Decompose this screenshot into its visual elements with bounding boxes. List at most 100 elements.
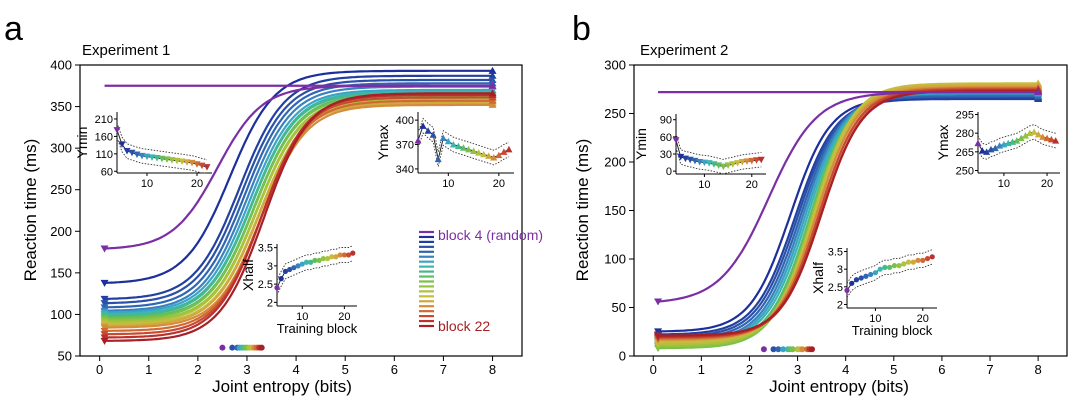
inset-marker <box>113 127 121 134</box>
series-block-5-end-marker <box>488 66 497 74</box>
inset-marker <box>454 142 462 150</box>
inset-marker <box>495 151 503 159</box>
series-block-23 <box>104 92 493 342</box>
inset-marker <box>459 144 467 151</box>
x-tick-label-a: 3 <box>243 362 250 377</box>
inset-y-tick-label: 280 <box>956 128 974 140</box>
inset-label-ymax: Ymax <box>375 125 391 161</box>
inset-marker <box>743 158 751 165</box>
inset-ci-lower <box>276 260 353 296</box>
inset-y-tick-label: 2.5 <box>258 279 273 291</box>
inset-marker <box>449 141 457 148</box>
y-tick-label-b: 0 <box>619 349 626 364</box>
y-tick-label-a: 400 <box>50 58 72 73</box>
series-block-5-start-marker <box>100 279 109 287</box>
inset-marker <box>444 137 452 145</box>
legend-bottom-label: block 22 <box>438 318 490 334</box>
y-tick-label-b: 150 <box>604 203 626 218</box>
x-tick-label-b: 8 <box>1035 362 1042 377</box>
inset-x-tick-label: 10 <box>141 178 153 190</box>
inset-marker <box>123 148 131 155</box>
y-tick-label-a: 100 <box>50 307 72 322</box>
inset-marker <box>274 285 280 291</box>
axes-frame-a <box>79 64 523 357</box>
series-block-4-random <box>104 84 493 250</box>
y-tick-label-a: 300 <box>50 141 72 156</box>
inset-marker <box>480 150 488 158</box>
series-block-23-start-marker <box>654 332 663 340</box>
inset-marker <box>729 161 737 168</box>
inset-marker <box>719 163 727 171</box>
series-block-19-end-marker <box>488 100 497 108</box>
inset-xhalf-b: 2 2.5 3 3.5 10 20 Xhalf Training block <box>810 247 937 338</box>
x-tick-label-b: 4 <box>842 362 849 377</box>
curves-a <box>100 66 497 345</box>
inset-marker <box>896 263 902 269</box>
inset-marker <box>329 254 335 260</box>
inset-y-tick-label: 30 <box>660 149 672 161</box>
inset-marker <box>316 257 322 264</box>
inset-marker <box>295 263 301 269</box>
x-axis-label-b: Joint entropy (bits) <box>769 377 909 396</box>
inset-marker <box>905 259 912 265</box>
y-axis-label-b: Reaction time (ms) <box>573 139 592 282</box>
inset-marker <box>853 277 860 283</box>
inset-y-tick-label: 0 <box>666 166 672 178</box>
inset-marker <box>183 159 191 166</box>
x-axis-label-a: Joint entropy (bits) <box>212 377 352 396</box>
inset-x-tick-label: 20 <box>917 313 929 325</box>
inset-marker <box>178 158 186 165</box>
inset-marker <box>173 157 181 165</box>
inset-marker <box>143 153 151 161</box>
x-tick-label-a: 2 <box>194 362 201 377</box>
inset-marker <box>299 261 305 267</box>
series-block-4-random-end-marker <box>488 81 497 89</box>
inset-x-tick-label: 10 <box>296 311 308 323</box>
inset-label-ymax: Ymax <box>935 125 951 161</box>
inset-marker <box>337 252 343 258</box>
panel-b: b Experiment 2 Joint entropy (bits) Reac… <box>572 10 1068 396</box>
x-tick-label-b: 6 <box>938 362 945 377</box>
inset-x-label: Training block <box>277 321 358 336</box>
series-block-5 <box>104 69 493 284</box>
y-tick-label-a: 200 <box>50 224 72 239</box>
inset-marker <box>324 255 331 262</box>
inset-marker <box>485 152 493 159</box>
inset-ymin-b: 0 30 60 90 10 20 Ymin <box>633 114 766 191</box>
inset-marker <box>465 145 473 153</box>
inset-ci-upper <box>675 132 762 160</box>
curves-b <box>654 79 1043 353</box>
inset-y-tick-label: 90 <box>660 115 672 127</box>
series-block-6-start-marker <box>100 295 109 303</box>
inset-marker <box>677 153 685 161</box>
inset-ci-upper <box>977 124 1056 145</box>
inset-marker <box>291 265 297 271</box>
y-axis-label-a: Reaction time (ms) <box>21 139 40 282</box>
inset-marker <box>118 141 126 148</box>
inset-marker <box>333 254 339 260</box>
legend-a: block 4 (random) block 22 <box>419 227 543 334</box>
legend-top-label: block 4 (random) <box>438 227 543 243</box>
inset-marker <box>1034 130 1042 138</box>
inset-marker <box>470 147 478 155</box>
x-tick-label-b: 2 <box>746 362 753 377</box>
inset-marker <box>849 280 855 286</box>
inset-marker <box>287 266 293 273</box>
inset-ci-upper <box>417 117 510 153</box>
x-tick-label-a: 7 <box>440 362 447 377</box>
inset-y-tick-label: 3 <box>267 261 273 273</box>
inset-marker <box>475 149 483 156</box>
inset-x-tick-label: 20 <box>338 311 350 323</box>
inset-label-ymin: Ymin <box>74 127 90 159</box>
xhalf-dot-a <box>219 344 226 351</box>
xhalf-dot-a <box>229 344 236 351</box>
inset-marker <box>872 270 879 276</box>
inset-y-tick-label: 340 <box>396 164 414 176</box>
inset-marker <box>203 164 211 171</box>
inset-label-xhalf: Xhalf <box>240 259 256 291</box>
panel-letter-b: b <box>572 10 591 48</box>
inset-ymax-b: 250 265 280 295 10 20 Ymax <box>935 109 1060 190</box>
inset-marker <box>1030 128 1038 135</box>
y-tick-label-a: 350 <box>50 99 72 114</box>
inset-marker <box>887 264 893 271</box>
